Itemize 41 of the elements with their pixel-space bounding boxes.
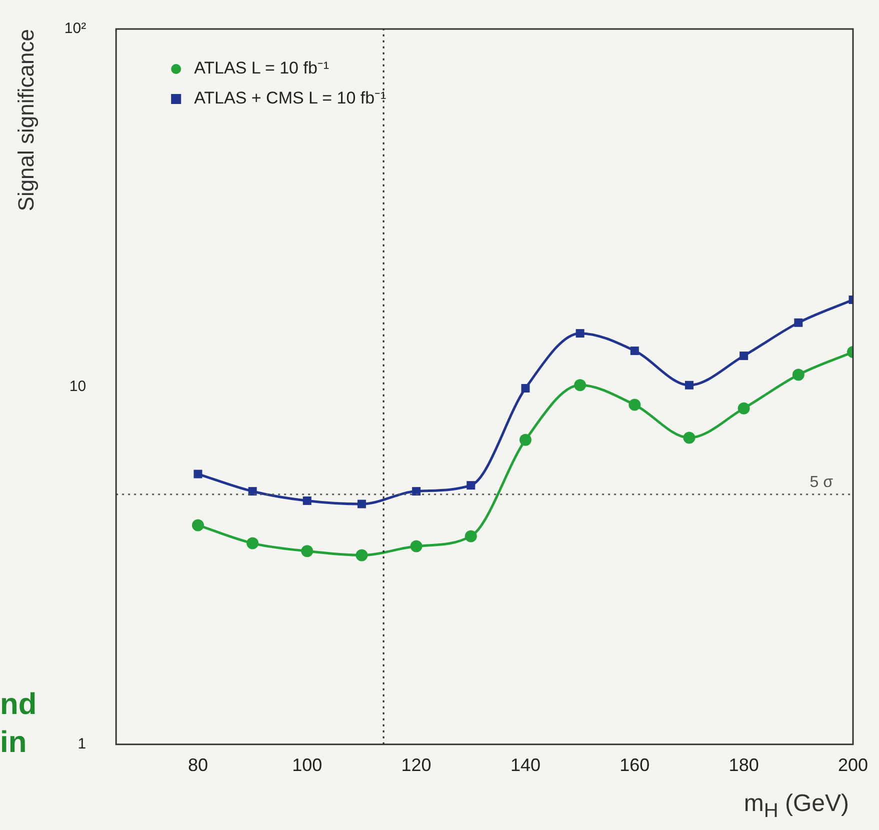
legend-label: ATLAS L = 10 fb⁻¹ [194, 58, 330, 78]
point [410, 540, 422, 552]
x-tick-label: 80 [188, 755, 208, 776]
point [466, 481, 476, 490]
point [683, 432, 696, 444]
x-tick-label: 140 [510, 755, 541, 776]
y-tick-label: 10² [64, 20, 86, 38]
point [685, 380, 694, 390]
point [357, 500, 366, 508]
point [740, 352, 748, 360]
point [194, 470, 202, 478]
point [628, 398, 641, 411]
point [356, 549, 368, 562]
point [738, 402, 750, 414]
text: nd [0, 687, 37, 723]
point [302, 496, 312, 505]
x-tick-label: 100 [292, 755, 322, 776]
y-tick-label: 1 [78, 736, 86, 753]
text: in [0, 725, 28, 761]
y-tick-label: 10 [69, 378, 86, 395]
point [246, 537, 259, 550]
point [412, 487, 421, 496]
point [792, 368, 804, 381]
x-tick-label: 200 [838, 755, 868, 776]
point [576, 329, 584, 338]
point [519, 434, 532, 446]
x-tick-label: 160 [620, 755, 650, 776]
legend-label: ATLAS + CMS L = 10 fb⁻¹ [194, 88, 387, 108]
point [794, 318, 803, 327]
point [248, 487, 257, 496]
point [464, 530, 477, 542]
point [521, 384, 530, 393]
point [574, 379, 586, 392]
point [630, 346, 639, 356]
y-axis-title: Signal significance [13, 29, 38, 212]
x-tick-label: 180 [728, 755, 759, 776]
point [301, 545, 314, 558]
point [192, 519, 204, 532]
ref-line-label: 5 σ [810, 474, 834, 491]
x-axis-title: m$_{H}$ (GeV) [744, 790, 849, 823]
x-tick-label: 120 [401, 755, 432, 776]
